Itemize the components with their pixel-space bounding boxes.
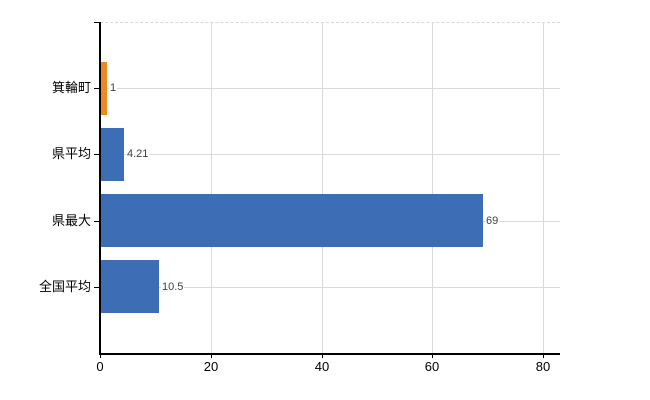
x-tick-label: 20 xyxy=(203,359,219,374)
x-tick-label: 40 xyxy=(314,359,330,374)
bar-value-label: 69 xyxy=(485,215,500,228)
vertical-gridline xyxy=(321,22,323,353)
vertical-gridline xyxy=(432,22,434,353)
bar-3 xyxy=(101,260,159,313)
y-axis-tick xyxy=(94,22,100,23)
y-axis-tick xyxy=(94,221,100,222)
x-axis-tick xyxy=(432,353,433,358)
bar-1 xyxy=(101,128,124,181)
bar-2 xyxy=(101,194,483,247)
x-tick-label: 60 xyxy=(424,359,440,374)
vertical-gridline xyxy=(543,22,544,353)
bar-0 xyxy=(101,62,107,115)
x-axis-tick xyxy=(100,353,101,358)
x-tick-label: 80 xyxy=(535,359,551,374)
y-axis xyxy=(99,22,101,354)
horizontal-gridline xyxy=(100,154,560,155)
horizontal-gridline xyxy=(100,88,560,89)
category-label: 全国平均 xyxy=(38,279,91,294)
category-label: 県平均 xyxy=(51,146,91,161)
plot-top-border xyxy=(100,22,560,23)
vertical-gridline xyxy=(210,22,212,353)
category-label: 箕輪町 xyxy=(51,80,91,95)
horizontal-gridline xyxy=(100,287,560,288)
bar-value-label: 1 xyxy=(109,82,118,95)
y-axis-tick xyxy=(94,154,100,155)
category-label: 県最大 xyxy=(51,213,91,228)
y-axis-tick xyxy=(94,88,100,89)
x-axis-tick xyxy=(322,353,323,358)
x-axis-tick xyxy=(211,353,212,358)
x-tick-label: 0 xyxy=(96,359,104,374)
bar-value-label: 10.5 xyxy=(161,281,185,294)
bar-value-label: 4.21 xyxy=(126,148,150,161)
y-axis-tick xyxy=(94,287,100,288)
x-axis xyxy=(99,353,560,355)
x-axis-tick xyxy=(543,353,544,358)
